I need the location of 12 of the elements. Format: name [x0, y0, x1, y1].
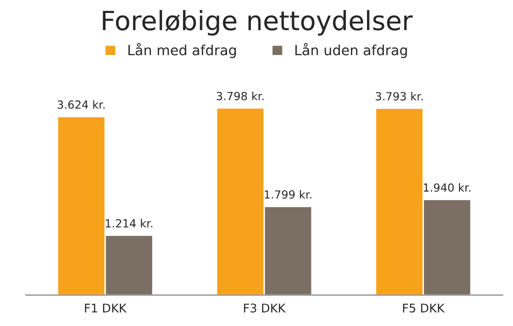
data-label: 3.793 kr. — [376, 92, 423, 100]
data-label: 1.799 kr. — [264, 190, 312, 199]
x-tick-label: F3 DKK — [244, 304, 286, 312]
data-label: 1.214 kr. — [106, 218, 152, 228]
data-label: 3.798 kr. — [216, 92, 264, 100]
x-tick-label: F5 DKK — [403, 304, 445, 312]
data-label: 1.940 kr. — [424, 183, 470, 192]
x-tick-label: F1 DKK — [85, 304, 127, 312]
data-label: 3.624 kr. — [58, 100, 105, 109]
chart-title: Foreløbige nettoydelser — [102, 10, 413, 36]
legend-label: Lån uden afdrag — [295, 42, 407, 58]
legend-label: Lån med afdrag — [128, 42, 236, 58]
